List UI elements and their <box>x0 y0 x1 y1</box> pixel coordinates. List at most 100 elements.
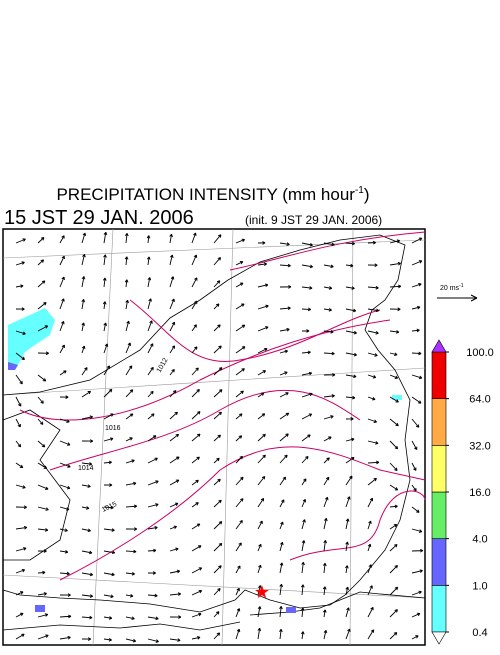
wind-arrow <box>301 413 313 420</box>
wind-arrow <box>367 263 378 267</box>
wind-arrow <box>367 629 375 640</box>
wind-arrow <box>301 434 311 442</box>
wind-arrow <box>389 330 400 334</box>
wind-arrow <box>103 388 113 398</box>
wind-arrow <box>15 374 23 385</box>
wind-arrow <box>59 276 65 288</box>
wind-arrow <box>345 437 355 442</box>
wind-arrow <box>37 325 49 332</box>
colorbar-segment <box>431 585 447 633</box>
wind-arrow <box>300 631 305 640</box>
wind-arrow <box>103 550 116 555</box>
wind-arrow <box>301 519 306 530</box>
wind-arrow <box>59 528 68 532</box>
wind-arrow <box>345 374 357 379</box>
wind-arrow <box>147 571 156 575</box>
wind-arrow <box>59 320 65 332</box>
wind-arrow <box>191 254 198 266</box>
wind-arrow <box>322 609 327 618</box>
wind-arrow <box>169 615 182 619</box>
wind-arrow <box>235 519 243 530</box>
wind-arrow <box>59 418 70 423</box>
wind-arrow <box>345 628 351 640</box>
wind-arrow <box>257 370 267 376</box>
wind-arrow <box>191 277 198 288</box>
wind-arrow <box>103 616 113 620</box>
wind-arrow <box>103 343 109 354</box>
wind-arrow <box>279 327 290 332</box>
wind-arrow <box>169 592 182 596</box>
wind-arrow <box>37 506 49 511</box>
wind-arrow <box>191 636 201 640</box>
wind-arrow <box>15 633 25 640</box>
wind-arrow <box>125 389 134 398</box>
wind-arrow <box>147 390 154 398</box>
wind-arrow <box>389 352 398 357</box>
wind-arrow <box>301 329 310 333</box>
wind-arrow <box>235 455 244 464</box>
wind-arrow <box>15 568 26 574</box>
wind-arrow <box>235 628 241 640</box>
wind-arrow <box>389 307 401 312</box>
wind-arrow <box>411 612 421 618</box>
wind-arrow <box>191 367 199 376</box>
wind-arrow <box>389 374 399 379</box>
colorbar-segment <box>431 398 447 446</box>
isobar <box>19 319 391 421</box>
wind-arrow <box>59 506 70 511</box>
wind-scale-head <box>470 294 478 302</box>
wind-arrow <box>81 254 86 266</box>
wind-arrow <box>15 591 24 596</box>
wind-arrow <box>191 567 203 574</box>
wind-arrow <box>389 609 398 618</box>
wind-arrow <box>15 547 27 552</box>
wind-arrow <box>191 346 198 354</box>
wind-arrow <box>59 571 70 576</box>
wind-arrow <box>301 307 312 312</box>
wind-arrow <box>191 411 201 420</box>
wind-arrow <box>411 305 421 310</box>
wind-arrow <box>213 632 221 640</box>
colorbar-label: 32.0 <box>469 440 490 452</box>
wind-arrow <box>15 418 21 428</box>
wind-arrow <box>81 572 94 577</box>
wind-arrow <box>15 307 25 311</box>
wind-arrow <box>323 496 329 508</box>
wind-arrow <box>147 277 152 288</box>
wind-arrow <box>147 298 152 310</box>
colorbar-label: 100.0 <box>466 347 494 359</box>
wind-arrow <box>124 279 129 288</box>
isobar <box>289 490 426 561</box>
wind-arrow <box>389 440 399 450</box>
wind-arrow <box>235 608 241 618</box>
wind-arrow <box>257 392 265 398</box>
wind-arrow <box>411 418 420 428</box>
wind-arrow <box>301 371 313 376</box>
wind-arrow <box>59 635 71 640</box>
wind-arrow <box>367 440 379 445</box>
wind-arrow <box>103 460 112 465</box>
wind-arrow <box>279 476 287 486</box>
wind-arrow <box>15 484 26 489</box>
wind-arrow <box>345 241 356 246</box>
valid-time: 15 JST 29 JAN. 2006 <box>4 207 194 229</box>
wind-arrow <box>389 504 398 509</box>
wind-arrow <box>169 321 176 332</box>
wind-arrow <box>37 549 47 553</box>
wind-scale-text: 20 ms <box>440 285 460 292</box>
wind-arrow <box>59 550 69 554</box>
wind-arrow <box>125 638 137 643</box>
colorbar-label: 16.0 <box>469 487 490 499</box>
wind-arrow <box>103 505 114 510</box>
wind-arrow <box>323 540 327 552</box>
isobar <box>129 299 381 362</box>
wind-arrow <box>213 521 223 530</box>
wind-arrow <box>191 523 201 530</box>
wind-arrow <box>367 460 380 465</box>
wind-arrow <box>81 615 93 620</box>
wind-arrow <box>322 586 327 596</box>
wind-arrow <box>147 343 154 354</box>
wind-arrow <box>147 366 154 376</box>
wind-arrow <box>411 590 422 596</box>
